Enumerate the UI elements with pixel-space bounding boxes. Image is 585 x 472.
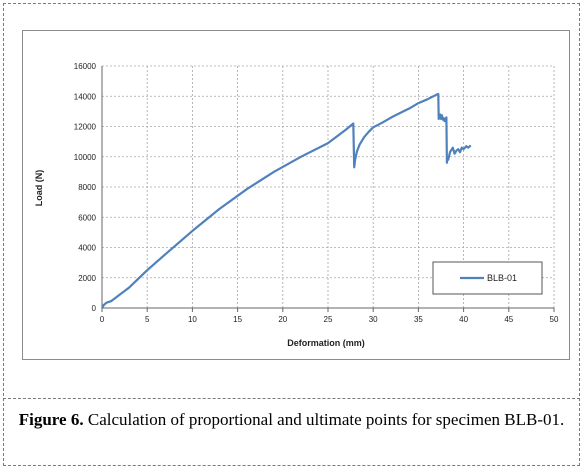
x-tick-label: 25	[324, 315, 333, 324]
x-tick-label: 10	[188, 315, 197, 324]
y-tick-label: 16000	[74, 62, 97, 71]
legend: BLB-01	[432, 261, 543, 295]
tick-labels: 0 2000 4000 6000 8000 10000 12000 14000 16000 0 5 1…	[74, 62, 559, 324]
x-tick-label: 35	[414, 315, 423, 324]
y-tick-label: 0	[92, 304, 97, 313]
x-tick-label: 20	[278, 315, 287, 324]
y-tick-label: 6000	[78, 213, 96, 222]
y-tick-label: 14000	[74, 92, 97, 101]
gridlines	[102, 65, 555, 308]
figure-caption-text: Calculation of proportional and ultimate…	[83, 410, 565, 429]
y-tick-label: 12000	[74, 123, 97, 132]
figure-caption: Figure 6. Calculation of proportional an…	[3, 408, 580, 431]
figure-frame	[3, 3, 580, 466]
x-tick-label: 50	[550, 315, 559, 324]
x-axis-title: Deformation (mm)	[287, 338, 365, 348]
figure-label: Figure 6.	[18, 410, 84, 429]
series-line-blb-01	[101, 92, 472, 309]
load-deformation-chart: 0 2000 4000 6000 8000 10000 12000 14000 16000 0 5 1…	[34, 62, 559, 348]
x-tick-label: 30	[369, 315, 378, 324]
y-tick-label: 4000	[78, 244, 96, 253]
caption-divider	[3, 398, 580, 399]
y-tick-label: 8000	[78, 183, 96, 192]
x-tick-label: 5	[145, 315, 150, 324]
legend-label: BLB-01	[487, 273, 517, 283]
y-axis-title: Load (N)	[34, 170, 44, 207]
legend-box	[432, 261, 543, 295]
x-tick-label: 0	[100, 315, 105, 324]
x-tick-label: 15	[233, 315, 242, 324]
chart-area	[22, 30, 570, 360]
axes	[101, 66, 555, 312]
x-tick-label: 40	[459, 315, 468, 324]
x-tick-label: 45	[504, 315, 513, 324]
y-tick-label: 10000	[74, 153, 97, 162]
y-tick-label: 2000	[78, 274, 96, 283]
series-layer	[101, 92, 472, 309]
